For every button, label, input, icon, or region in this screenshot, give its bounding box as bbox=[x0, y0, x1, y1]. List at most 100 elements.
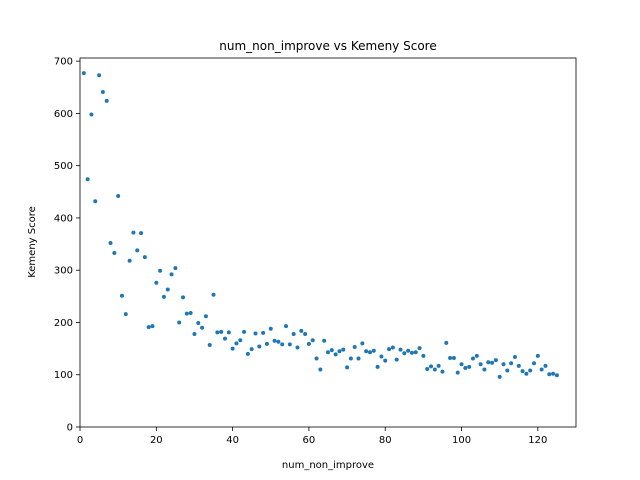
data-point bbox=[310, 338, 315, 343]
data-points bbox=[81, 71, 559, 379]
data-point bbox=[501, 362, 506, 367]
data-point bbox=[184, 311, 189, 316]
data-point bbox=[303, 331, 308, 336]
data-point bbox=[478, 362, 483, 367]
data-point bbox=[367, 350, 372, 355]
data-point bbox=[345, 365, 350, 370]
data-point bbox=[158, 268, 163, 273]
x-tick-label: 0 bbox=[77, 435, 83, 446]
data-point bbox=[245, 351, 250, 356]
data-point bbox=[551, 371, 556, 376]
y-tick-label: 600 bbox=[54, 109, 73, 120]
data-point bbox=[398, 347, 403, 352]
data-point bbox=[165, 287, 170, 292]
data-point bbox=[474, 353, 479, 358]
data-point bbox=[459, 362, 464, 367]
data-point bbox=[100, 89, 105, 94]
data-point bbox=[188, 311, 193, 316]
data-point bbox=[211, 292, 216, 297]
data-point bbox=[131, 230, 136, 235]
data-point bbox=[81, 71, 86, 76]
data-point bbox=[509, 361, 514, 366]
data-point bbox=[219, 329, 224, 334]
data-point bbox=[512, 354, 517, 359]
data-point bbox=[532, 361, 537, 366]
data-point bbox=[215, 330, 220, 335]
data-point bbox=[528, 368, 533, 373]
data-point bbox=[242, 329, 247, 334]
data-point bbox=[394, 357, 399, 362]
data-point bbox=[249, 347, 254, 352]
data-point bbox=[371, 348, 376, 353]
x-tick-label: 80 bbox=[379, 435, 392, 446]
x-axis-ticks: 0 20 40 60 80 100 120 bbox=[77, 427, 547, 446]
data-point bbox=[520, 369, 525, 374]
data-point bbox=[196, 320, 201, 325]
data-point bbox=[402, 351, 407, 356]
data-point bbox=[329, 348, 334, 353]
data-point bbox=[348, 356, 353, 361]
data-point bbox=[287, 342, 292, 347]
data-point bbox=[322, 338, 327, 343]
data-point bbox=[314, 356, 319, 361]
data-point bbox=[161, 294, 166, 299]
data-point bbox=[295, 345, 300, 350]
data-point bbox=[280, 342, 285, 347]
data-point bbox=[93, 199, 98, 204]
data-point bbox=[169, 272, 174, 277]
data-point bbox=[554, 373, 559, 378]
data-point bbox=[238, 338, 243, 343]
data-point bbox=[486, 360, 491, 365]
data-point bbox=[547, 372, 552, 377]
data-point bbox=[379, 354, 384, 359]
x-tick-label: 120 bbox=[528, 435, 547, 446]
data-point bbox=[448, 356, 453, 361]
data-point bbox=[104, 98, 109, 103]
data-point bbox=[306, 341, 311, 346]
data-point bbox=[150, 324, 155, 329]
y-tick-label: 0 bbox=[67, 423, 73, 434]
data-point bbox=[284, 324, 289, 329]
y-tick-label: 400 bbox=[54, 213, 73, 224]
data-point bbox=[108, 241, 113, 246]
data-point bbox=[268, 326, 273, 331]
plot-frame bbox=[79, 57, 577, 428]
data-point bbox=[181, 295, 186, 300]
data-point bbox=[276, 339, 281, 344]
data-point bbox=[455, 370, 460, 375]
data-point bbox=[173, 266, 178, 271]
data-point bbox=[203, 314, 208, 319]
data-point bbox=[222, 336, 227, 341]
data-point bbox=[337, 349, 342, 354]
data-point bbox=[493, 358, 498, 363]
data-point bbox=[352, 345, 357, 350]
data-point bbox=[406, 348, 411, 353]
data-point bbox=[326, 350, 330, 355]
data-point bbox=[467, 364, 472, 369]
y-tick-label: 300 bbox=[54, 266, 73, 277]
data-point bbox=[116, 193, 121, 198]
data-point bbox=[333, 352, 338, 357]
y-tick-label: 100 bbox=[54, 370, 73, 381]
data-point bbox=[387, 347, 392, 352]
data-point bbox=[451, 356, 456, 361]
data-point bbox=[360, 341, 365, 346]
data-point bbox=[112, 250, 117, 255]
data-point bbox=[139, 231, 144, 236]
data-point bbox=[436, 363, 441, 368]
data-point bbox=[482, 367, 487, 372]
data-point bbox=[97, 73, 102, 78]
data-point bbox=[375, 364, 380, 369]
data-point bbox=[291, 331, 296, 336]
data-point bbox=[364, 349, 369, 354]
data-point bbox=[257, 344, 262, 349]
y-tick-label: 700 bbox=[54, 57, 73, 68]
y-axis-label: Kemeny Score bbox=[27, 206, 38, 278]
data-point bbox=[89, 112, 94, 117]
y-axis-ticks: 0 100 200 300 400 500 600 700 bbox=[54, 57, 80, 434]
data-point bbox=[425, 366, 430, 371]
data-point bbox=[341, 347, 346, 352]
data-point bbox=[432, 367, 437, 372]
data-point bbox=[207, 342, 212, 347]
